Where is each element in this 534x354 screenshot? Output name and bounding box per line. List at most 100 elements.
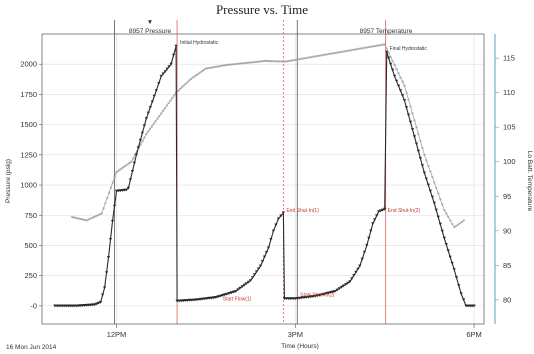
temperature-point: [460, 220, 464, 223]
temperature-point: [128, 161, 131, 165]
pressure-point: [256, 267, 261, 271]
pressure-point: [362, 250, 367, 254]
temperature-point: [455, 224, 458, 228]
temperature-point: [286, 60, 289, 63]
y2-tick-label: 85: [503, 261, 511, 270]
pressure-point: [266, 246, 271, 250]
pressure-point: [306, 295, 311, 299]
temperature-point: [91, 216, 94, 219]
legend-pressure-label: 8957 Pressure: [129, 28, 172, 35]
pressure-point: [244, 282, 248, 286]
pressure-point: [254, 270, 259, 274]
temperature-point: [395, 68, 398, 71]
temperature-point: [294, 58, 297, 62]
temperature-point: [143, 136, 146, 139]
pressure-point: [58, 304, 62, 308]
temperature-point: [111, 181, 114, 184]
temperature-point: [290, 59, 293, 62]
pressure-line: [54, 45, 475, 307]
pressure-point: [377, 210, 381, 214]
pressure-point: [69, 304, 73, 308]
pressure-point: [154, 89, 158, 93]
temperature-point: [220, 64, 223, 67]
temperature-point: [451, 222, 454, 226]
pressure-point: [194, 298, 198, 302]
pressure-point: [227, 292, 231, 295]
y-tick-label: 1250: [20, 150, 37, 159]
pressure-point: [385, 50, 389, 54]
temperature-point: [437, 192, 440, 195]
temperature-point: [431, 175, 434, 179]
temperature-point: [180, 86, 183, 89]
y-tick-label: 1750: [20, 90, 37, 99]
pressure-point: [108, 238, 113, 241]
pressure-point: [289, 297, 293, 301]
y2-tick-label: 80: [503, 295, 511, 304]
temperature-point: [449, 219, 452, 222]
temperature-point: [417, 132, 420, 136]
temperature-point: [169, 99, 172, 102]
temperature-point: [385, 47, 388, 50]
pressure-point: [106, 256, 111, 259]
y-tick-label: 1000: [20, 181, 37, 190]
temperature-point: [453, 226, 456, 229]
temperature-point: [193, 75, 196, 78]
temperature-line: [71, 44, 465, 228]
temperature-point: [321, 53, 325, 57]
temperature-point: [158, 114, 161, 118]
pressure-point: [422, 171, 426, 175]
x-tick-label: 3PM: [288, 330, 303, 339]
chart-title: Pressure vs. Time: [216, 2, 308, 17]
temperature-point: [152, 122, 155, 125]
pressure-point: [262, 255, 267, 259]
pressure-point: [333, 290, 337, 293]
y-tick-label: 250: [24, 271, 37, 280]
temperature-point: [141, 139, 144, 143]
temperature-point: [104, 202, 107, 205]
temperature-point: [415, 126, 418, 129]
pressure-point: [434, 208, 438, 212]
pressure-point: [190, 298, 194, 302]
temperature-point: [391, 59, 394, 63]
temperature-point: [147, 130, 150, 133]
temperature-point: [98, 213, 101, 216]
pressure-point: [152, 94, 156, 98]
temperature-point: [447, 215, 450, 219]
temperature-point: [94, 214, 98, 218]
pressure-point: [436, 215, 440, 219]
y2-tick-label: 115: [503, 54, 515, 63]
temperature-point: [457, 223, 460, 226]
pressure-point: [381, 208, 385, 212]
pressure-point: [209, 296, 213, 300]
pressure-point: [181, 299, 185, 303]
pressure-point: [404, 106, 409, 110]
pressure-point: [97, 301, 101, 305]
temperature-point: [411, 112, 414, 115]
temperature-point: [202, 68, 206, 71]
temperature-point: [201, 69, 204, 73]
pressure-point: [389, 62, 393, 66]
pressure-point: [165, 67, 169, 71]
pressure-point: [401, 94, 405, 98]
annotation-label: Start Flow(1): [223, 296, 252, 302]
pressure-point: [236, 288, 240, 292]
temperature-point: [189, 77, 193, 81]
temperature-point: [87, 218, 90, 221]
footer-date: 16 Mon Jun 2014: [6, 344, 57, 351]
y-axis-label: Pressure (psig): [5, 159, 12, 203]
temperature-point: [304, 57, 307, 60]
temperature-point: [343, 50, 347, 53]
temperature-point: [393, 63, 396, 67]
temperature-point: [109, 186, 113, 189]
temperature-point: [441, 203, 444, 206]
temperature-point: [401, 80, 404, 83]
temperature-point: [443, 208, 446, 212]
pressure-point: [67, 304, 71, 308]
temperature-point: [154, 120, 157, 123]
pressure-point: [440, 229, 444, 233]
temperature-point: [462, 219, 466, 222]
temperature-point: [139, 143, 142, 146]
y-tick-label: 500: [24, 241, 37, 250]
pressure-point: [260, 260, 265, 263]
